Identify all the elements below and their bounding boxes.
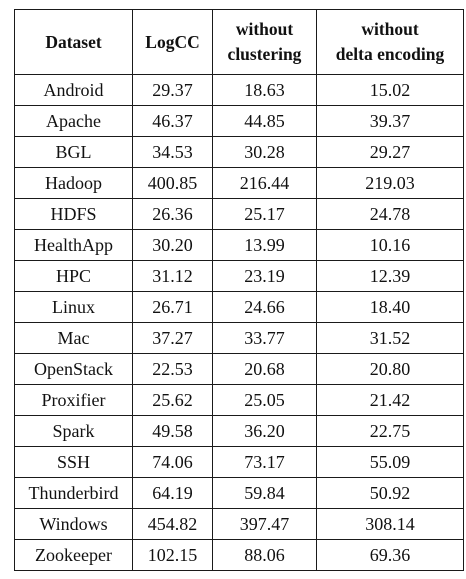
without-clustering-cell: 397.47 (212, 508, 317, 540)
logcc-cell: 46.37 (132, 105, 213, 137)
dataset-cell: Thunderbird (14, 477, 133, 509)
logcc-cell: 454.82 (132, 508, 213, 540)
dataset-cell: Proxifier (14, 384, 133, 416)
without-clustering-cell: 25.05 (212, 384, 317, 416)
dataset-cell: Windows (14, 508, 133, 540)
without-delta-encoding-cell: 18.40 (316, 291, 464, 323)
without-delta-encoding-cell: 219.03 (316, 167, 464, 199)
header-logcc: LogCC (132, 9, 213, 75)
table-row: Hadoop 400.85 216.44 219.03 (14, 167, 464, 199)
without-clustering-cell: 25.17 (212, 198, 317, 230)
without-clustering-cell: 30.28 (212, 136, 317, 168)
table-row: HealthApp 30.20 13.99 10.16 (14, 229, 464, 261)
logcc-cell: 26.71 (132, 291, 213, 323)
without-clustering-cell: 23.19 (212, 260, 317, 292)
without-clustering-cell: 216.44 (212, 167, 317, 199)
without-delta-encoding-cell: 31.52 (316, 322, 464, 354)
dataset-cell: HDFS (14, 198, 133, 230)
without-delta-encoding-cell: 22.75 (316, 415, 464, 447)
logcc-cell: 29.37 (132, 74, 213, 106)
without-delta-encoding-cell: 15.02 (316, 74, 464, 106)
table-row: Mac 37.27 33.77 31.52 (14, 322, 464, 354)
logcc-cell: 31.12 (132, 260, 213, 292)
dataset-cell: Apache (14, 105, 133, 137)
table-row: Linux 26.71 24.66 18.40 (14, 291, 464, 323)
header-dataset: Dataset (14, 9, 133, 75)
without-clustering-cell: 20.68 (212, 353, 317, 385)
dataset-cell: HealthApp (14, 229, 133, 261)
dataset-cell: HPC (14, 260, 133, 292)
without-clustering-cell: 24.66 (212, 291, 317, 323)
logcc-cell: 74.06 (132, 446, 213, 478)
without-delta-encoding-cell: 29.27 (316, 136, 464, 168)
dataset-cell: OpenStack (14, 353, 133, 385)
table-row: Thunderbird 64.19 59.84 50.92 (14, 477, 464, 509)
without-delta-encoding-cell: 308.14 (316, 508, 464, 540)
logcc-cell: 22.53 (132, 353, 213, 385)
without-clustering-cell: 18.63 (212, 74, 317, 106)
without-delta-encoding-cell: 21.42 (316, 384, 464, 416)
logcc-cell: 64.19 (132, 477, 213, 509)
header-without-clustering-line-2: clustering (227, 44, 302, 64)
without-clustering-cell: 44.85 (212, 105, 317, 137)
table-row: Android 29.37 18.63 15.02 (14, 74, 464, 106)
table-row: Windows 454.82 397.47 308.14 (14, 508, 464, 540)
header-row: Dataset LogCC without clustering without… (14, 9, 464, 75)
logcc-cell: 102.15 (132, 539, 213, 571)
without-clustering-cell: 33.77 (212, 322, 317, 354)
header-without-delta-encoding-line-2: delta encoding (335, 44, 445, 64)
dataset-cell: Spark (14, 415, 133, 447)
header-without-clustering-line-1: without (235, 19, 294, 39)
dataset-cell: Linux (14, 291, 133, 323)
header-without-delta-encoding-line-1: without (361, 19, 419, 39)
without-delta-encoding-cell: 20.80 (316, 353, 464, 385)
table-row: Spark 49.58 36.20 22.75 (14, 415, 464, 447)
dataset-cell: Android (14, 74, 133, 106)
table-row: Apache 46.37 44.85 39.37 (14, 105, 464, 137)
without-clustering-cell: 59.84 (212, 477, 317, 509)
header-without-clustering: without clustering (212, 9, 317, 75)
without-clustering-cell: 73.17 (212, 446, 317, 478)
table-row: BGL 34.53 30.28 29.27 (14, 136, 464, 168)
without-delta-encoding-cell: 55.09 (316, 446, 464, 478)
logcc-cell: 37.27 (132, 322, 213, 354)
table-body: Android 29.37 18.63 15.02 Apache 46.37 44.85 39… (14, 74, 464, 571)
results-table: Dataset LogCC without clustering without… (14, 9, 464, 571)
without-clustering-cell: 13.99 (212, 229, 317, 261)
table-row: OpenStack 22.53 20.68 20.80 (14, 353, 464, 385)
dataset-cell: SSH (14, 446, 133, 478)
dataset-cell: BGL (14, 136, 133, 168)
logcc-cell: 400.85 (132, 167, 213, 199)
header-without-delta-encoding: without delta encoding (316, 9, 464, 75)
without-delta-encoding-cell: 69.36 (316, 539, 464, 571)
logcc-cell: 49.58 (132, 415, 213, 447)
logcc-cell: 25.62 (132, 384, 213, 416)
without-clustering-cell: 88.06 (212, 539, 317, 571)
dataset-cell: Hadoop (14, 167, 133, 199)
without-delta-encoding-cell: 24.78 (316, 198, 464, 230)
logcc-cell: 34.53 (132, 136, 213, 168)
header-dataset-line: Dataset (45, 31, 102, 52)
without-delta-encoding-cell: 10.16 (316, 229, 464, 261)
dataset-cell: Mac (14, 322, 133, 354)
logcc-cell: 26.36 (132, 198, 213, 230)
without-delta-encoding-cell: 39.37 (316, 105, 464, 137)
without-delta-encoding-cell: 50.92 (316, 477, 464, 509)
table-row: Zookeeper 102.15 88.06 69.36 (14, 539, 464, 571)
dataset-cell: Zookeeper (14, 539, 133, 571)
table-row: Proxifier 25.62 25.05 21.42 (14, 384, 464, 416)
table-row: HPC 31.12 23.19 12.39 (14, 260, 464, 292)
header-logcc-line: LogCC (145, 31, 200, 52)
table-row: SSH 74.06 73.17 55.09 (14, 446, 464, 478)
without-delta-encoding-cell: 12.39 (316, 260, 464, 292)
table-row: HDFS 26.36 25.17 24.78 (14, 198, 464, 230)
logcc-cell: 30.20 (132, 229, 213, 261)
without-clustering-cell: 36.20 (212, 415, 317, 447)
